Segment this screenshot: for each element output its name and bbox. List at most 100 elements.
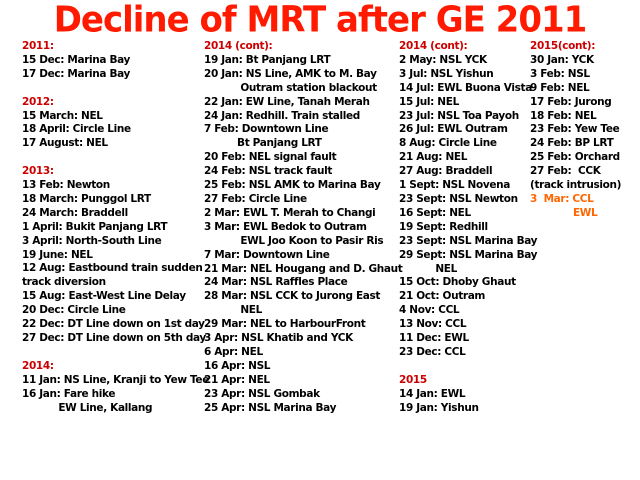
- list-item: 15 March: NEL: [22, 109, 103, 122]
- list-item: 21 Mar: NEL Hougang and D. Ghaut: [204, 262, 403, 275]
- list-item: 7 Mar: Downtown Line: [204, 248, 330, 261]
- list-item: 20 Feb: NEL signal fault: [204, 151, 337, 164]
- year-heading: 2015: [399, 373, 427, 386]
- list-item: 19 June: NEL: [22, 248, 93, 261]
- year-heading: 2015(cont):: [530, 40, 596, 52]
- list-item: 17 August: NEL: [22, 137, 108, 150]
- list-item: 27 Aug: Braddell: [399, 165, 493, 178]
- list-item: 28 Mar: NSL CCK to Jurong East: [204, 290, 381, 303]
- list-item: 9 Feb: NEL: [530, 81, 590, 94]
- list-item: 20 Dec: Circle Line: [22, 304, 126, 317]
- spacer: [22, 346, 202, 360]
- list-item: 23 Jul: NSL Toa Payoh: [399, 109, 519, 122]
- list-item: 3 April: North-South Line: [22, 234, 162, 247]
- list-item: 20 Jan: NS Line, AMK to M. Bay: [204, 67, 377, 80]
- list-item: 3 Mar: CCL: [530, 192, 594, 205]
- list-item: 24 Feb: NSL track fault: [204, 165, 333, 178]
- list-item: 23 Sept: NSL Newton: [399, 192, 518, 205]
- list-item: EWL: [530, 206, 598, 219]
- list-item: 6 Apr: NEL: [204, 345, 263, 358]
- list-item: 3 Apr: NSL Khatib and YCK: [204, 332, 353, 345]
- list-item: 15 Oct: Dhoby Ghaut: [399, 276, 516, 289]
- list-item: NEL: [399, 262, 457, 275]
- list-item: 19 Jan: Bt Panjang LRT: [204, 53, 331, 66]
- list-item: 3 Mar: EWL Bedok to Outram: [204, 220, 367, 233]
- list-item: 29 Mar: NEL to HarbourFront: [204, 318, 366, 331]
- list-item: 24 Jan: Redhill. Train stalled: [204, 109, 360, 122]
- list-item: 16 Apr: NSL: [204, 359, 271, 372]
- column-3: 2014 (cont): 2 May: NSL YCK 3 Jul: NSL Yis…: [399, 40, 538, 415]
- list-item: EW Line, Kallang: [22, 401, 153, 414]
- list-item: 13 Nov: CCL: [399, 318, 467, 331]
- list-item: 16 Jan: Fare hike: [22, 387, 116, 400]
- list-item: 14 Jan: EWL: [399, 387, 466, 400]
- list-item: (track intrusion): [530, 179, 622, 192]
- list-item: 12 Aug: Eastbound train sudden: [22, 262, 203, 275]
- list-item: 22 Jan: EW Line, Tanah Merah: [204, 95, 370, 108]
- list-item: track diversion: [22, 276, 106, 289]
- list-item: 13 Feb: Newton: [22, 179, 110, 192]
- list-item: 18 April: Circle Line: [22, 123, 131, 136]
- list-item: 30 Jan: YCK: [530, 53, 594, 66]
- list-item: 15 Jul: NEL: [399, 95, 459, 108]
- list-item: 26 Jul: EWL Outram: [399, 123, 508, 136]
- list-item: 25 Apr: NSL Marina Bay: [204, 401, 337, 414]
- year-heading: 2014 (cont):: [204, 40, 273, 52]
- list-item: 18 March: Punggol LRT: [22, 192, 151, 205]
- list-item: 22 Dec: DT Line down on 1st day: [22, 318, 205, 331]
- list-item: 21 Aug: NEL: [399, 151, 468, 164]
- list-item: 29 Sept: NSL Marina Bay: [399, 248, 538, 261]
- year-heading: 2011:: [22, 40, 54, 52]
- list-item: 14 Jul: EWL Buona Vista: [399, 81, 532, 94]
- list-item: 11 Dec: EWL: [399, 332, 469, 345]
- list-item: 11 Jan: NS Line, Kranji to Yew Tee: [22, 373, 209, 386]
- list-item: 25 Feb: NSL AMK to Marina Bay: [204, 179, 381, 192]
- list-item: 1 Sept: NSL Novena: [399, 179, 510, 192]
- list-item: 1 April: Bukit Panjang LRT: [22, 220, 168, 233]
- list-item: 16 Sept: NEL: [399, 206, 471, 219]
- year-heading: 2013:: [22, 165, 54, 178]
- column-2: 2014 (cont): 19 Jan: Bt Panjang LRT 20 Jan…: [204, 40, 403, 415]
- list-item: 23 Sept: NSL Marina Bay: [399, 234, 538, 247]
- list-item: 27 Feb: Circle Line: [204, 192, 307, 205]
- list-item: 8 Aug: Circle Line: [399, 137, 497, 150]
- list-item: NEL: [204, 304, 262, 317]
- list-item: 21 Oct: Outram: [399, 290, 486, 303]
- list-item: EWL Joo Koon to Pasir Ris: [204, 234, 384, 247]
- list-item: 15 Aug: East-West Line Delay: [22, 290, 186, 303]
- list-item: 4 Nov: CCL: [399, 304, 460, 317]
- column-4: 2015(cont): 30 Jan: YCK 3 Feb: NSL 9 Feb: N…: [530, 40, 640, 221]
- year-heading: 2014 (cont):: [399, 40, 468, 52]
- spacer: [22, 151, 202, 165]
- column-1: 2011: 15 Dec: Marina Bay 17 Dec: Marina Ba…: [22, 40, 209, 415]
- list-item: 3 Jul: NSL Yishun: [399, 67, 494, 80]
- list-item: 23 Dec: CCL: [399, 345, 466, 358]
- list-item: 18 Feb: NEL: [530, 109, 597, 122]
- list-item: 19 Jan: Yishun: [399, 401, 479, 414]
- list-item: 23 Feb: Yew Tee: [530, 123, 620, 136]
- list-item: 17 Feb: Jurong: [530, 95, 612, 108]
- year-heading: 2012:: [22, 95, 54, 108]
- page-title: Decline of MRT after GE 2011: [53, 0, 588, 41]
- list-item: 24 Mar: NSL Raffles Place: [204, 276, 348, 289]
- year-heading: 2014:: [22, 359, 54, 372]
- list-item: Outram station blackout: [204, 81, 377, 94]
- list-item: 15 Dec: Marina Bay: [22, 53, 131, 66]
- list-item: 2 Mar: EWL T. Merah to Changi: [204, 206, 376, 219]
- spacer: [22, 82, 202, 96]
- list-item: 24 Feb: BP LRT: [530, 137, 614, 150]
- list-item: 25 Feb: Orchard: [530, 151, 620, 164]
- list-item: 27 Dec: DT Line down on 5th day: [22, 332, 206, 344]
- list-item: Bt Panjang LRT: [204, 137, 322, 150]
- list-item: 27 Feb: CCK: [530, 165, 601, 178]
- list-item: 3 Feb: NSL: [530, 67, 590, 80]
- list-item: 24 March: Braddell: [22, 206, 128, 219]
- list-item: 21 Apr: NEL: [204, 373, 270, 386]
- list-item: 7 Feb: Downtown Line: [204, 123, 329, 136]
- list-item: 19 Sept: Redhill: [399, 220, 488, 233]
- spacer: [399, 360, 529, 374]
- list-item: 2 May: NSL YCK: [399, 53, 487, 66]
- list-item: 17 Dec: Marina Bay: [22, 67, 131, 80]
- list-item: 23 Apr: NSL Gombak: [204, 387, 320, 400]
